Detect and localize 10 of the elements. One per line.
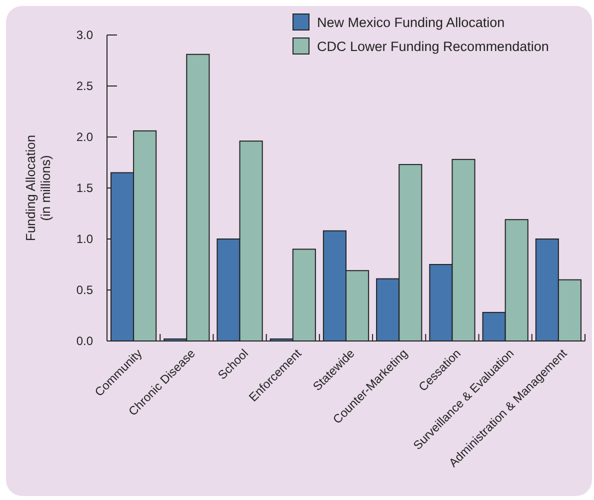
y-tick-label: 1.0 [76, 232, 94, 246]
y-axis-title: Funding Allocation (in millions) [23, 134, 53, 242]
y-tick-label: 2.0 [76, 130, 94, 144]
y-tick-label: 2.5 [76, 78, 94, 93]
legend-label: CDC Lower Funding Recommendation [317, 39, 549, 54]
y-tick-label: 3.0 [76, 28, 94, 42]
legend-label: New Mexico Funding Allocation [317, 15, 505, 30]
y-tick-label: 0.5 [76, 282, 94, 297]
y-tick-label: 0.0 [76, 334, 94, 348]
y-tick-label: 1.5 [76, 180, 94, 195]
